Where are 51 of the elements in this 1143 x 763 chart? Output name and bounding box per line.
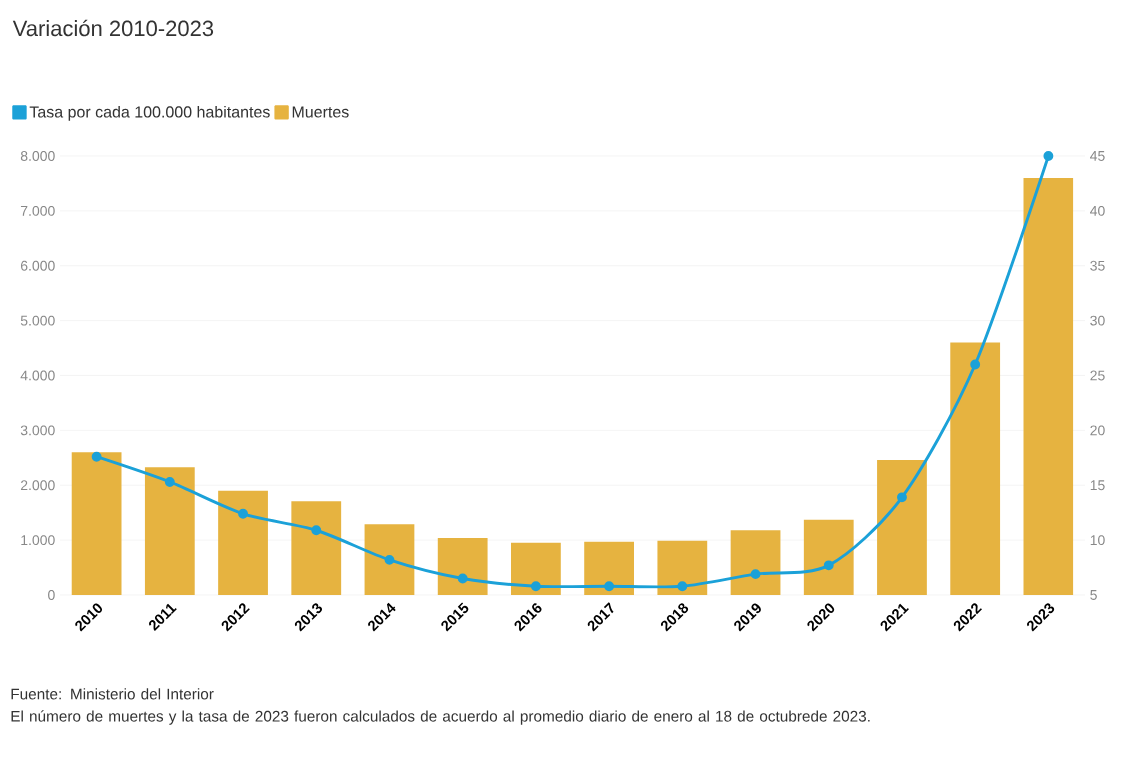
- y2-tick-label: 35: [1090, 260, 1105, 271]
- bar: [877, 460, 927, 595]
- legend-label: Muertes: [292, 106, 349, 118]
- bar: [218, 490, 268, 595]
- y-tick-label: 5.000: [20, 315, 55, 326]
- y-tick-label: 3.000: [20, 425, 55, 436]
- bar: [730, 530, 781, 595]
- point: [1043, 151, 1054, 161]
- y2-tick-label: 10: [1090, 535, 1105, 546]
- point: [970, 359, 981, 370]
- bar: [511, 542, 561, 595]
- y2-tick-label: 45: [1090, 151, 1105, 161]
- y-tick-label: 6.000: [20, 260, 55, 271]
- text: El número de muertes y la tasa de 2023 fueron calculados de acuerdo al promedio diario de enero al 18 de octubrede 2023.: [11, 710, 870, 725]
- bar: [803, 519, 854, 595]
- legend-label: Tasa por cada 100.000 habitantes: [29, 105, 270, 121]
- y-tick-label: 2.000: [20, 480, 55, 491]
- point: [823, 560, 834, 571]
- point: [164, 477, 175, 487]
- point: [384, 554, 395, 565]
- chart-title: Variación 2010-2023: [12, 19, 214, 37]
- y-tick-label: 1.000: [21, 535, 55, 546]
- y2-tick-label: 25: [1090, 370, 1105, 381]
- point: [530, 581, 541, 592]
- y2-tick-label: 5: [1090, 590, 1097, 600]
- bar: [437, 537, 488, 595]
- point: [750, 569, 761, 580]
- point: [311, 525, 322, 536]
- bar: [1023, 177, 1074, 595]
- y2-tick-label: 15: [1090, 480, 1105, 491]
- y-tick-label: 7.000: [20, 205, 55, 216]
- point: [238, 508, 248, 519]
- y2-tick-label: 20: [1090, 425, 1105, 436]
- point: [897, 492, 907, 503]
- bar: [950, 342, 1001, 595]
- y2-tick-label: 40: [1090, 205, 1105, 216]
- source-note: Fuente: Ministerio del Interior: [11, 688, 214, 700]
- bar: [657, 540, 708, 595]
- y-tick-label: 8.000: [20, 151, 55, 161]
- point: [457, 573, 468, 584]
- bar: [71, 452, 122, 595]
- y2-tick-label: 30: [1090, 315, 1105, 326]
- bar: [364, 524, 415, 595]
- bar: [291, 501, 342, 595]
- y-tick-label: 4.000: [20, 370, 55, 381]
- point: [604, 581, 615, 592]
- y-tick-label: 0: [48, 590, 55, 600]
- bar: [144, 467, 195, 595]
- point: [677, 581, 688, 592]
- point: [91, 451, 102, 462]
- bar: [584, 541, 634, 595]
